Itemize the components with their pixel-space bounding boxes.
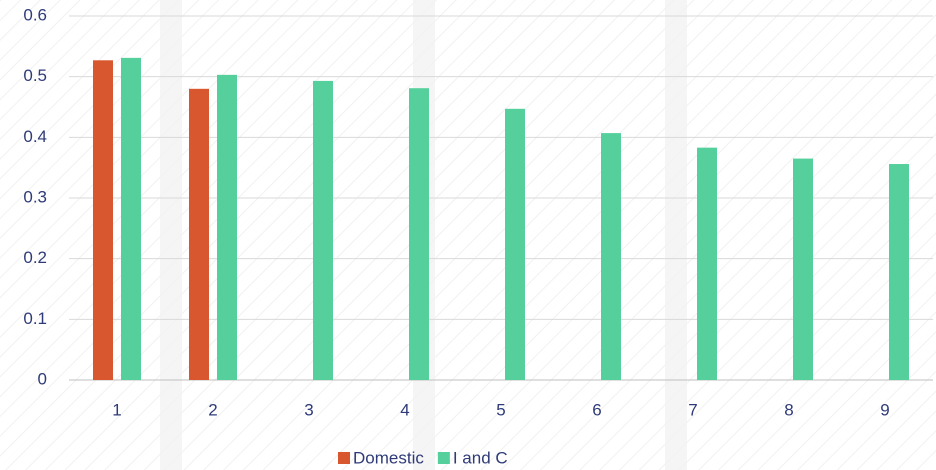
y-tick-label: 0	[38, 369, 47, 388]
x-tick-label: 5	[496, 400, 505, 419]
bar	[697, 147, 717, 380]
legend-swatch	[338, 452, 350, 464]
bar	[889, 164, 909, 380]
bar	[793, 158, 813, 380]
x-tick-label: 4	[400, 400, 409, 419]
x-tick-label: 1	[112, 400, 121, 419]
x-tick-label: 9	[880, 400, 889, 419]
x-tick-label: 2	[208, 400, 217, 419]
bar	[505, 108, 525, 380]
bar	[93, 60, 113, 380]
legend-label: Domestic	[353, 448, 424, 467]
x-tick-label: 6	[592, 400, 601, 419]
x-tick-label: 7	[688, 400, 697, 419]
bar	[601, 133, 621, 380]
y-tick-label: 0.6	[23, 5, 47, 24]
y-tick-label: 0.5	[23, 66, 47, 85]
y-tick-label: 0.4	[23, 127, 47, 146]
background-band	[665, 0, 687, 470]
y-tick-label: 0.2	[23, 248, 47, 267]
bar	[189, 88, 209, 381]
bar	[313, 80, 333, 380]
bar	[121, 57, 141, 381]
bar	[409, 88, 429, 381]
x-tick-label: 3	[304, 400, 313, 419]
y-tick-label: 0.3	[23, 187, 47, 206]
x-tick-label: 8	[784, 400, 793, 419]
legend-swatch	[437, 452, 450, 464]
bar	[217, 74, 237, 380]
y-tick-label: 0.1	[23, 309, 47, 328]
legend-label: I and C	[453, 448, 508, 467]
background-band	[160, 0, 182, 470]
